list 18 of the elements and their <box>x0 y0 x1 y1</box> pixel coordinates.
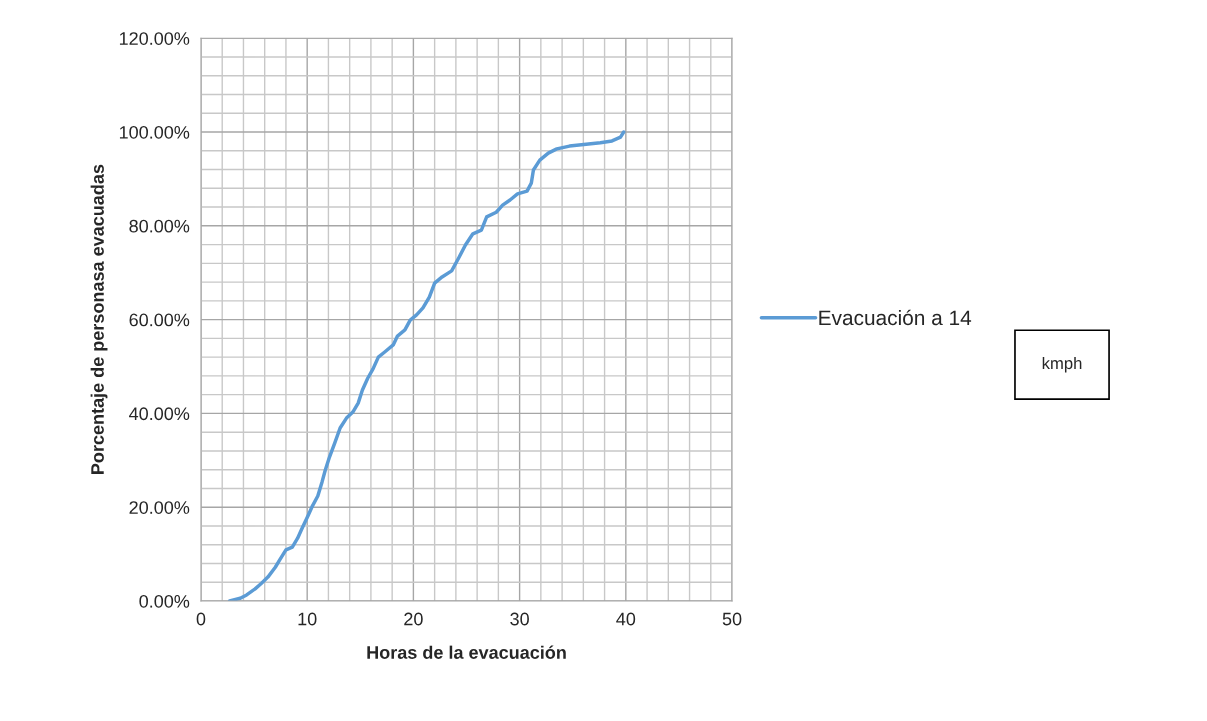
y-tick-label: 20.00% <box>129 501 190 514</box>
x-tick-label: 50 <box>722 612 742 626</box>
y-tick-label: 0.00% <box>139 594 190 608</box>
x-tick-label: 30 <box>510 612 529 626</box>
text: kmph <box>1042 356 1082 373</box>
line-series <box>227 130 626 602</box>
y-tick-label: 40.00% <box>129 407 190 421</box>
y-tick-label: 120.00% <box>119 32 190 45</box>
legend-label: Evacuación a 14 <box>819 309 972 326</box>
x-axis-title: Horas de la evacuación <box>367 645 566 659</box>
y-axis-title: Porcentaje de personasa evacuadas <box>90 164 108 474</box>
y-tick-label: 60.00% <box>129 313 190 327</box>
y-tick-label: 100.00% <box>119 125 190 139</box>
x-tick-label: 40 <box>616 612 636 626</box>
x-tick-label: 0 <box>196 612 206 626</box>
y-tick-label: 80.00% <box>129 219 190 233</box>
x-tick-label: 20 <box>404 612 423 626</box>
x-tick-label: 10 <box>298 612 317 626</box>
